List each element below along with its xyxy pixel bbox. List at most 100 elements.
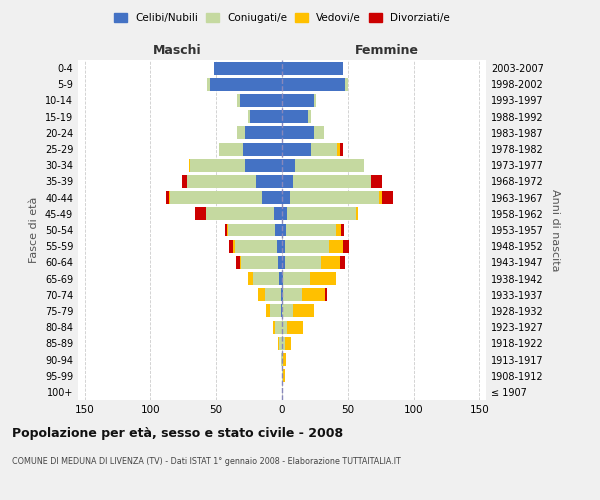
Bar: [284, 337, 291, 350]
Bar: [340, 142, 343, 156]
Bar: [293, 304, 314, 318]
Bar: [287, 208, 356, 220]
Bar: [187, 175, 256, 188]
Bar: [229, 240, 233, 252]
Bar: [290, 191, 379, 204]
Bar: [245, 159, 282, 172]
Bar: [273, 320, 275, 334]
Bar: [237, 126, 245, 140]
Bar: [286, 224, 336, 236]
Bar: [293, 175, 371, 188]
Bar: [322, 256, 340, 269]
Bar: [262, 191, 282, 204]
Bar: [282, 110, 308, 123]
Bar: [282, 142, 311, 156]
Bar: [282, 320, 287, 334]
Bar: [282, 224, 286, 236]
Bar: [209, 78, 282, 91]
Legend: Celibi/Nubili, Coniugati/e, Vedovi/e, Divorziati/e: Celibi/Nubili, Coniugati/e, Vedovi/e, Di…: [111, 10, 453, 26]
Bar: [329, 240, 343, 252]
Bar: [282, 256, 284, 269]
Bar: [340, 256, 345, 269]
Bar: [345, 78, 348, 91]
Bar: [250, 110, 282, 123]
Bar: [235, 240, 277, 252]
Bar: [280, 272, 282, 285]
Bar: [214, 62, 282, 74]
Bar: [284, 256, 322, 269]
Bar: [188, 159, 190, 172]
Bar: [310, 272, 336, 285]
Y-axis label: Anni di nascita: Anni di nascita: [550, 188, 560, 271]
Bar: [282, 159, 295, 172]
Bar: [281, 353, 282, 366]
Bar: [281, 288, 282, 301]
Bar: [169, 191, 170, 204]
Bar: [311, 142, 337, 156]
Bar: [343, 240, 349, 252]
Bar: [207, 78, 209, 91]
Text: Femmine: Femmine: [355, 44, 419, 57]
Bar: [253, 272, 280, 285]
Text: Popolazione per età, sesso e stato civile - 2008: Popolazione per età, sesso e stato civil…: [12, 428, 343, 440]
Bar: [284, 240, 329, 252]
Bar: [233, 240, 235, 252]
Bar: [283, 353, 286, 366]
Bar: [256, 175, 282, 188]
Bar: [314, 94, 316, 107]
Bar: [248, 272, 253, 285]
Y-axis label: Fasce di età: Fasce di età: [29, 197, 39, 263]
Text: COMUNE DI MEDUNA DI LIVENZA (TV) - Dati ISTAT 1° gennaio 2008 - Elaborazione TUT: COMUNE DI MEDUNA DI LIVENZA (TV) - Dati …: [12, 458, 401, 466]
Bar: [265, 288, 281, 301]
Bar: [219, 142, 242, 156]
Bar: [280, 337, 282, 350]
Bar: [195, 208, 206, 220]
Bar: [282, 126, 314, 140]
Bar: [245, 126, 282, 140]
Bar: [166, 191, 169, 204]
Bar: [275, 320, 282, 334]
Bar: [170, 191, 262, 204]
Bar: [336, 224, 341, 236]
Bar: [302, 288, 325, 301]
Bar: [282, 304, 293, 318]
Bar: [237, 94, 240, 107]
Bar: [248, 110, 250, 123]
Bar: [282, 62, 343, 74]
Text: Maschi: Maschi: [152, 44, 201, 57]
Bar: [283, 369, 284, 382]
Bar: [325, 288, 327, 301]
Bar: [241, 256, 278, 269]
Bar: [274, 208, 282, 220]
Bar: [341, 224, 344, 236]
Bar: [282, 369, 283, 382]
Bar: [228, 224, 275, 236]
Bar: [227, 224, 228, 236]
Bar: [278, 256, 282, 269]
Bar: [270, 304, 281, 318]
Bar: [282, 175, 293, 188]
Bar: [182, 175, 187, 188]
Bar: [282, 208, 287, 220]
Bar: [282, 78, 345, 91]
Bar: [240, 256, 241, 269]
Bar: [282, 240, 284, 252]
Bar: [337, 142, 340, 156]
Bar: [282, 288, 283, 301]
Bar: [356, 208, 358, 220]
Bar: [277, 240, 282, 252]
Bar: [190, 159, 245, 172]
Bar: [379, 191, 382, 204]
Bar: [308, 110, 311, 123]
Bar: [282, 272, 283, 285]
Bar: [281, 304, 282, 318]
Bar: [295, 159, 364, 172]
Bar: [236, 256, 240, 269]
Bar: [282, 191, 290, 204]
Bar: [283, 288, 302, 301]
Bar: [242, 142, 282, 156]
Bar: [259, 288, 265, 301]
Bar: [282, 94, 314, 107]
Bar: [282, 353, 283, 366]
Bar: [283, 272, 310, 285]
